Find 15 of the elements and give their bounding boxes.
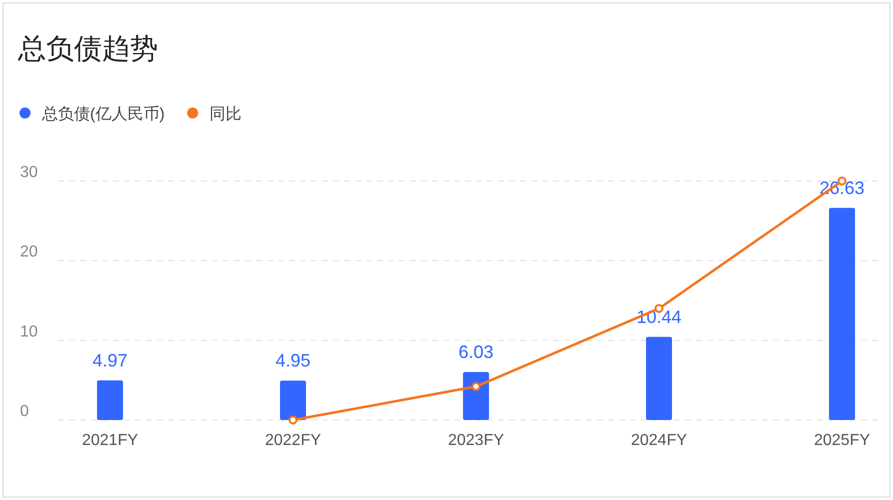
chart-title: 总负债趋势 <box>17 33 158 64</box>
y-tick-label: 20 <box>20 244 38 261</box>
data-label: 6.03 <box>458 342 494 362</box>
x-tick-label: 2021FY <box>82 432 138 449</box>
legend-label: 同比 <box>210 105 242 123</box>
y-tick-label: 10 <box>20 323 38 340</box>
x-tick-label: 2025FY <box>814 432 870 449</box>
y-tick-label: 0 <box>20 403 29 420</box>
x-tick-label: 2022FY <box>264 432 322 449</box>
x-tick-label: 2024FY <box>630 432 688 449</box>
x-tick-label: 2023FY <box>448 432 504 449</box>
data-label: 4.97 <box>92 350 128 370</box>
y-tick-label: 30 <box>20 164 38 181</box>
legend-label: 总负债(亿人民币) <box>41 105 165 123</box>
data-label: 4.95 <box>275 350 311 371</box>
